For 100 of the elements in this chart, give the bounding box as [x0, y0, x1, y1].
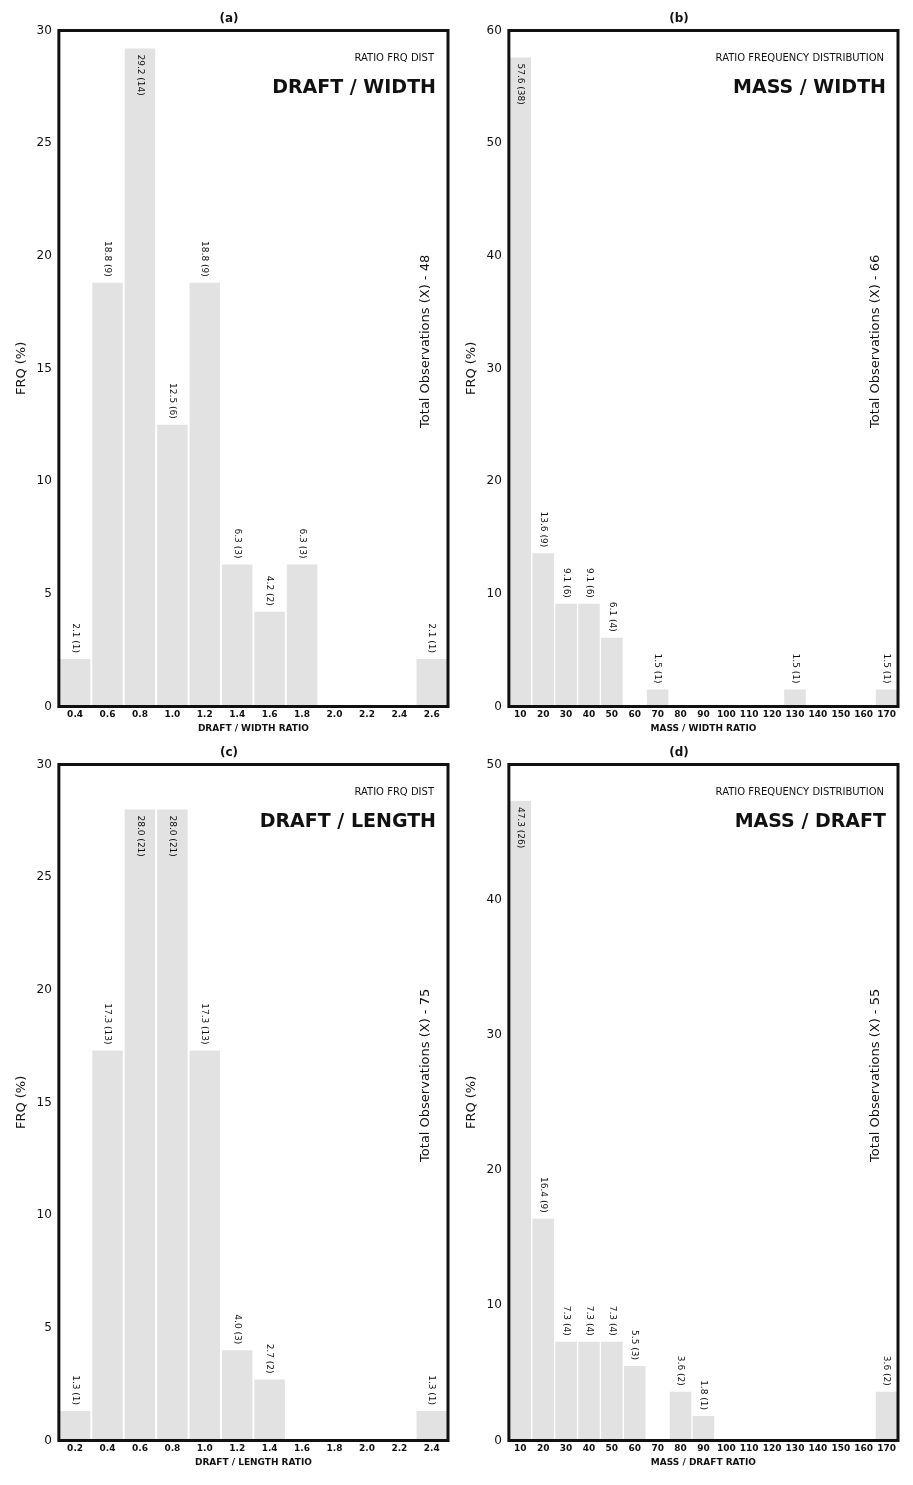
x-tick-label: 100 [716, 709, 736, 720]
chart-title: (a) [219, 11, 239, 26]
x-tick-label: 0.6 [99, 709, 116, 720]
x-tick-label: 160 [854, 709, 874, 720]
bar [416, 659, 448, 707]
x-axis-title: MASS / DRAFT RATIO [650, 1456, 757, 1467]
x-tick-label: 140 [808, 709, 828, 720]
data-label: 4.2 (2) [265, 575, 276, 606]
data-label: 18.8 (9) [103, 241, 114, 277]
x-tick-label: 20 [536, 1443, 550, 1454]
y-tick-label: 5 [44, 1319, 52, 1334]
x-tick-label: 0.6 [131, 1443, 148, 1454]
annotation: Total Observations (X) - 75 [417, 988, 433, 1163]
data-label: 18.8 (9) [200, 241, 211, 277]
x-axis-title: DRAFT / WIDTH RATIO [197, 722, 310, 733]
x-tick-label: 10 [514, 1443, 527, 1454]
x-tick-label: 90 [697, 709, 710, 720]
x-tick-label: 0.8 [164, 1443, 181, 1454]
annotation: MASS / DRAFT [734, 809, 887, 832]
y-tick-label: 0 [44, 698, 52, 713]
bar [784, 689, 806, 707]
data-label: 29.2 (14) [135, 54, 146, 96]
y-tick-label: 25 [36, 135, 52, 150]
x-tick-label: 2.2 [358, 709, 375, 720]
y-axis-title: FRQ (%) [13, 341, 29, 396]
y-tick-label: 0 [44, 1432, 52, 1447]
bar [221, 1350, 253, 1441]
x-tick-label: 2.4 [423, 1443, 440, 1454]
x-tick-label: 1.8 [326, 1443, 343, 1454]
y-tick-label: 30 [486, 360, 502, 375]
x-tick-label: 80 [674, 709, 687, 720]
x-tick-label: 2.2 [391, 1443, 408, 1454]
chart-title: (c) [219, 745, 239, 760]
x-tick-label: 120 [762, 709, 782, 720]
annotation: RATIO FREQUENCY DISTRIBUTION [715, 51, 885, 63]
x-tick-label: 130 [785, 1443, 805, 1454]
data-label: 1.3 (1) [427, 1375, 438, 1406]
x-tick-label: 40 [582, 709, 596, 720]
x-tick-label: 1.4 [229, 709, 246, 720]
data-label: 7.3 (4) [561, 1305, 572, 1336]
data-label: 28.0 (21) [135, 815, 146, 857]
bar [157, 424, 188, 707]
y-tick-label: 20 [486, 1162, 502, 1177]
y-tick-label: 50 [486, 135, 502, 150]
data-label: 1.5 (1) [653, 653, 664, 684]
x-tick-label: 1.6 [261, 709, 278, 720]
x-tick-label: 2.0 [358, 1443, 375, 1454]
data-label: 7.3 (4) [607, 1305, 618, 1336]
x-tick-label: 1.2 [229, 1443, 246, 1454]
data-label: 7.3 (4) [584, 1305, 595, 1336]
x-tick-label: 1.8 [294, 709, 311, 720]
bar [221, 564, 253, 707]
x-tick-label: 110 [739, 1443, 759, 1454]
annotation: Total Observations (X) - 55 [867, 988, 883, 1163]
x-tick-label: 1.6 [294, 1443, 311, 1454]
y-tick-label: 0 [494, 698, 502, 713]
x-tick-label: 20 [536, 709, 550, 720]
data-label: 2.7 (2) [265, 1343, 276, 1374]
data-label: 9.1 (6) [561, 567, 572, 598]
bar [157, 809, 188, 1441]
data-label: 17.3 (13) [200, 1003, 211, 1045]
data-label: 6.3 (3) [232, 528, 243, 559]
x-tick-label: 170 [877, 709, 896, 720]
x-tick-label: 150 [831, 709, 851, 720]
x-tick-label: 150 [831, 1443, 851, 1454]
data-label: 6.1 (4) [607, 601, 618, 632]
x-tick-label: 60 [628, 709, 642, 720]
y-tick-label: 10 [36, 1207, 52, 1222]
y-tick-label: 10 [486, 585, 502, 600]
x-tick-label: 30 [559, 1443, 573, 1454]
annotation: DRAFT / WIDTH [272, 75, 436, 98]
y-tick-label: 10 [36, 473, 52, 488]
data-label: 17.3 (13) [103, 1003, 114, 1045]
bar [92, 1050, 123, 1441]
x-tick-label: 1.2 [196, 709, 213, 720]
data-label: 13.6 (9) [538, 511, 549, 548]
y-tick-label: 5 [44, 585, 52, 600]
x-tick-label: 1.0 [164, 709, 181, 720]
data-label: 47.3 (26) [515, 806, 526, 849]
y-tick-label: 60 [486, 22, 502, 37]
x-tick-label: 70 [651, 1443, 664, 1454]
data-label: 2.1 (1) [70, 623, 81, 654]
x-tick-label: 50 [605, 1443, 619, 1454]
data-label: 57.6 (38) [515, 63, 526, 105]
x-tick-label: 2.0 [326, 709, 343, 720]
y-tick-label: 25 [36, 869, 52, 884]
y-tick-label: 15 [36, 360, 52, 375]
y-axis-title: FRQ (%) [463, 341, 479, 396]
data-label: 5.5 (3) [630, 1330, 641, 1361]
y-axis-title: FRQ (%) [13, 1075, 29, 1130]
bar [254, 1379, 285, 1441]
annotation: RATIO FREQUENCY DISTRIBUTION [715, 785, 885, 797]
data-label: 1.8 (1) [699, 1380, 710, 1411]
bar [692, 1416, 715, 1441]
y-tick-label: 30 [486, 1026, 502, 1041]
data-label: 4.0 (3) [232, 1314, 243, 1345]
x-tick-label: 170 [877, 1443, 896, 1454]
x-tick-label: 100 [716, 1443, 736, 1454]
x-tick-label: 0.2 [67, 1443, 84, 1454]
data-label: 1.5 (1) [882, 653, 893, 684]
